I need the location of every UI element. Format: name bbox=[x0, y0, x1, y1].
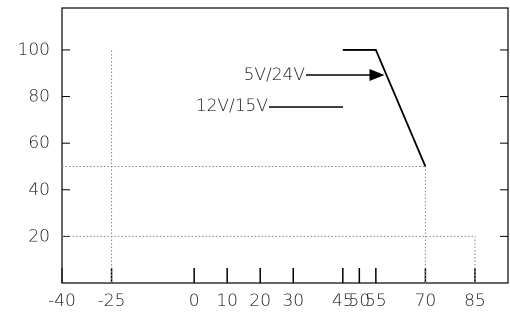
x-tick-label: -40 bbox=[48, 291, 76, 311]
y-tick-label: 60 bbox=[28, 133, 50, 153]
annotation: 12V/15V bbox=[196, 96, 269, 116]
curve bbox=[342, 49, 427, 167]
y-tick-label: 100 bbox=[18, 40, 50, 60]
x-tick-label: -25 bbox=[98, 291, 126, 311]
x-tick-label: 70 bbox=[415, 291, 437, 311]
x-tick-label: 20 bbox=[249, 291, 271, 311]
x-tick-label: 10 bbox=[216, 291, 238, 311]
y-tick-label: 20 bbox=[28, 226, 50, 246]
plot-frame bbox=[61, 7, 509, 284]
y-tick-label: 40 bbox=[28, 180, 50, 200]
x-tick-label: 0 bbox=[189, 291, 200, 311]
y-tick-label: 80 bbox=[28, 87, 50, 107]
x-tick-label: 50 bbox=[349, 291, 371, 311]
x-tick-label: 45 bbox=[332, 291, 354, 311]
x-tick-label: 30 bbox=[282, 291, 304, 311]
x-tick-label: 55 bbox=[365, 291, 387, 311]
x-tick-label: 85 bbox=[464, 291, 486, 311]
annotation: 5V/24V bbox=[244, 65, 306, 85]
